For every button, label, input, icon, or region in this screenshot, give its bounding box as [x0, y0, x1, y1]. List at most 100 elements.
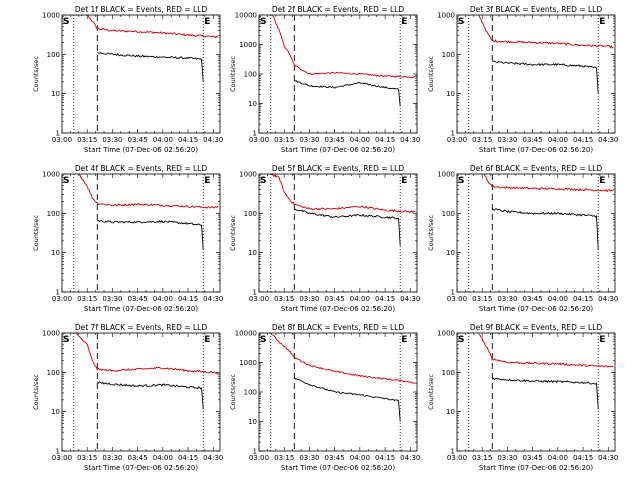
- x-tick-label: 03:30: [102, 454, 122, 462]
- x-tick-label: 04:30: [598, 136, 618, 144]
- x-tick-label: 03:00: [249, 295, 269, 303]
- x-tick-label: 03:15: [472, 295, 492, 303]
- x-axis-label: Start Time (07-Dec-06 02:56:20): [84, 464, 198, 472]
- axis-ticks: [456, 332, 615, 452]
- lld-series-line: [75, 15, 219, 39]
- x-tick-label: 03:30: [299, 136, 319, 144]
- events-series-line: [96, 381, 204, 409]
- x-tick-label: 04:30: [203, 454, 223, 462]
- x-tick-label: 03:45: [325, 454, 345, 462]
- start-marker: S: [260, 17, 266, 27]
- y-tick-label: 10000: [235, 12, 257, 20]
- y-tick-label: 1: [56, 130, 60, 138]
- x-tick-label: 03:30: [497, 295, 517, 303]
- start-marker: S: [458, 335, 464, 345]
- y-tick-label: 100: [47, 369, 60, 377]
- y-tick-label: 1000: [437, 171, 455, 179]
- x-tick-label: 03:30: [102, 136, 122, 144]
- start-marker: S: [260, 176, 266, 186]
- x-tick-label: 03:00: [249, 136, 269, 144]
- plot-frame: [61, 173, 221, 293]
- plot-frame: [258, 332, 418, 452]
- x-tick-label: 04:00: [350, 454, 370, 462]
- y-tick-label: 100: [47, 51, 60, 59]
- lld-series-line: [483, 174, 614, 193]
- y-tick-label: 1000: [239, 171, 257, 179]
- y-tick-label: 1000: [42, 12, 60, 20]
- x-tick-label: 04:15: [178, 136, 198, 144]
- axis-ticks: [258, 14, 417, 134]
- detector-panel: Det 5f BLACK = Events, RED = LLD Counts/s…: [229, 164, 420, 313]
- detector-panel: Det 8f BLACK = Events, RED = LLD Counts/s…: [229, 323, 420, 472]
- end-marker: E: [401, 176, 407, 186]
- y-tick-label: 1: [56, 289, 60, 297]
- x-tick-label: 03:00: [447, 136, 467, 144]
- x-tick-label: 03:30: [102, 295, 122, 303]
- x-tick-label: 04:00: [548, 295, 568, 303]
- panel-title: Det 1f BLACK = Events, RED = LLD: [75, 5, 208, 14]
- y-tick-label: 100: [244, 210, 257, 218]
- y-tick-label: 1: [56, 448, 60, 456]
- plot-frame: [258, 173, 418, 293]
- y-tick-label: 100: [244, 71, 257, 79]
- plot-frame: [61, 332, 221, 452]
- start-marker: S: [63, 176, 69, 186]
- x-axis-label: Start Time (07-Dec-06 02:56:20): [281, 464, 395, 472]
- x-axis-label: Start Time (07-Dec-06 02:56:20): [281, 305, 395, 313]
- x-tick-label: 04:00: [153, 454, 173, 462]
- end-marker: E: [204, 335, 210, 345]
- x-tick-label: 03:15: [77, 136, 97, 144]
- axis-ticks: [61, 173, 220, 293]
- y-axis-label: Counts/sec: [427, 56, 435, 92]
- lld-series-line: [478, 333, 614, 368]
- x-tick-label: 03:45: [128, 295, 148, 303]
- y-tick-label: 10: [446, 249, 455, 257]
- x-axis-label: Start Time (07-Dec-06 02:56:20): [479, 305, 593, 313]
- y-tick-label: 100: [244, 389, 257, 397]
- plot-frame: [61, 14, 221, 134]
- x-tick-label: 04:00: [548, 454, 568, 462]
- x-tick-label: 04:15: [375, 295, 395, 303]
- x-tick-label: 04:15: [573, 136, 593, 144]
- lld-series-line: [478, 15, 614, 49]
- x-tick-label: 03:15: [77, 454, 97, 462]
- y-tick-label: 1000: [239, 41, 257, 49]
- lld-series-line: [270, 333, 416, 384]
- x-tick-label: 03:15: [274, 454, 294, 462]
- x-tick-label: 04:15: [573, 295, 593, 303]
- end-marker: E: [204, 17, 210, 27]
- detector-panel: Det 7f BLACK = Events, RED = LLD Counts/s…: [32, 323, 223, 472]
- panel-title: Det 4f BLACK = Events, RED = LLD: [75, 164, 208, 173]
- panel-title: Det 6f BLACK = Events, RED = LLD: [470, 164, 603, 173]
- y-axis-label: Counts/sec: [32, 215, 40, 251]
- x-tick-label: 03:00: [249, 454, 269, 462]
- x-tick-label: 04:30: [203, 295, 223, 303]
- panel-title: Det 5f BLACK = Events, RED = LLD: [272, 164, 405, 173]
- y-tick-label: 1: [253, 448, 257, 456]
- x-tick-label: 03:45: [325, 295, 345, 303]
- x-tick-label: 04:15: [178, 295, 198, 303]
- x-tick-label: 03:45: [523, 136, 543, 144]
- x-tick-label: 04:00: [153, 295, 173, 303]
- x-tick-label: 03:15: [472, 136, 492, 144]
- y-tick-label: 10: [51, 249, 60, 257]
- x-tick-label: 03:15: [472, 454, 492, 462]
- x-tick-label: 03:30: [299, 295, 319, 303]
- lld-series-line: [272, 15, 416, 78]
- events-series-line: [293, 377, 401, 422]
- x-tick-label: 03:15: [274, 295, 294, 303]
- x-tick-label: 03:30: [299, 454, 319, 462]
- x-tick-label: 03:00: [52, 295, 72, 303]
- y-tick-label: 1: [253, 130, 257, 138]
- events-series-line: [294, 80, 401, 107]
- x-tick-label: 03:45: [128, 454, 148, 462]
- plot-frame: [258, 14, 418, 134]
- start-marker: S: [458, 176, 464, 186]
- events-series-line: [97, 219, 204, 250]
- axis-ticks: [61, 14, 220, 134]
- detector-panel: Det 4f BLACK = Events, RED = LLD Counts/s…: [32, 164, 223, 313]
- start-marker: S: [260, 335, 266, 345]
- y-tick-label: 10: [446, 408, 455, 416]
- x-tick-label: 04:00: [548, 136, 568, 144]
